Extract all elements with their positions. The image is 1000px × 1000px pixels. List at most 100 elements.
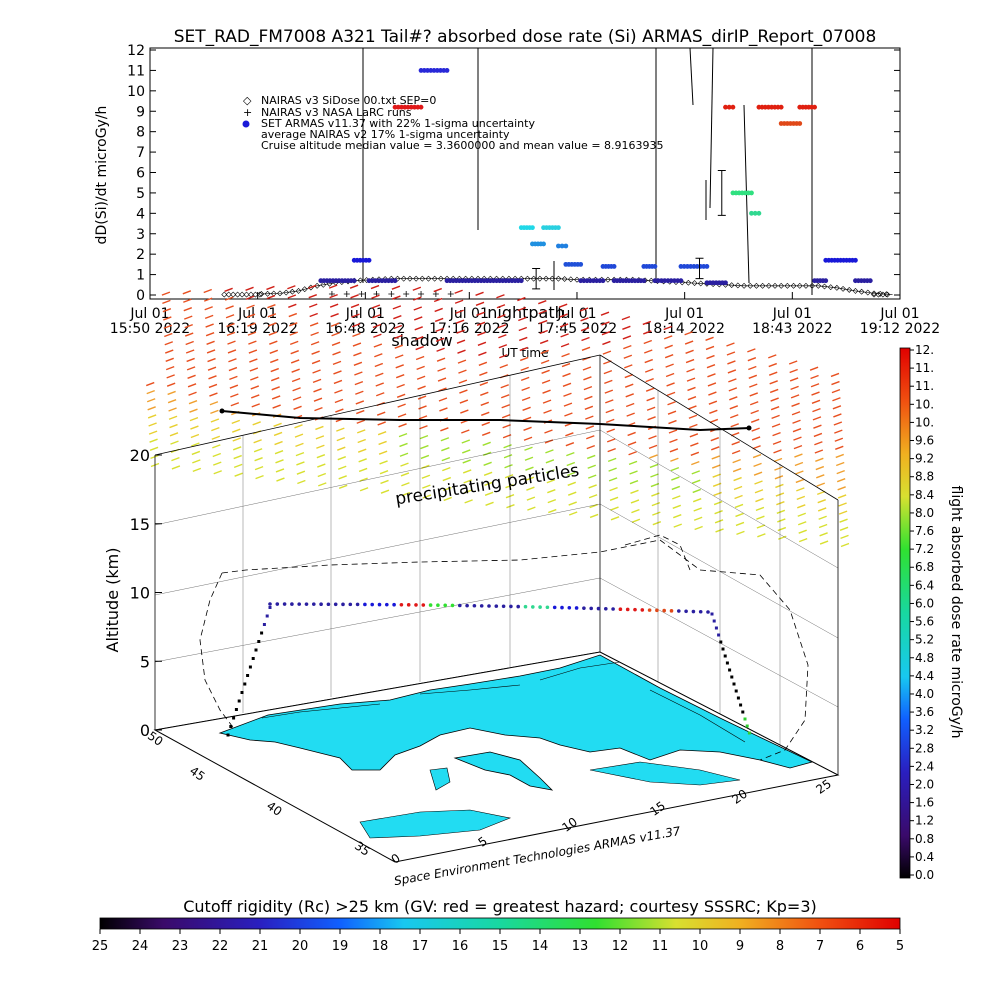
dose-field-mark [332, 360, 342, 366]
altitude-tick-label: 15 [130, 515, 150, 534]
dose-field-mark [708, 400, 718, 405]
dose-field-mark [270, 367, 279, 373]
dose-field-mark [693, 516, 703, 521]
dose-field-mark [375, 382, 385, 387]
dose-field-mark [649, 463, 659, 469]
nairas-point [543, 275, 549, 282]
legend-item-nairas-larc: NAIRAS v3 NASA LaRC runs [261, 106, 412, 119]
nairas-point [289, 288, 296, 295]
nairas-point [685, 279, 692, 286]
dose-field-mark [392, 295, 401, 300]
legend-item-cruise-altitude: Cruise altitude median value = 3.3600000… [261, 139, 664, 152]
dose-field-mark [608, 477, 618, 482]
nairas-point [846, 286, 853, 293]
dose-field-mark [399, 442, 408, 448]
dose-field-mark [190, 425, 199, 430]
dose-field-mark [163, 324, 173, 329]
dose-rate-colorbar-tick-label: 6.4 [915, 578, 934, 592]
dose-field-mark [835, 453, 845, 459]
nairas-point [357, 277, 364, 284]
nairas-point [221, 291, 228, 298]
dose-field-mark [567, 481, 576, 486]
dose-field-mark [441, 447, 450, 452]
dose-rate-colorbar-tick-label: 2.8 [915, 741, 934, 755]
dose-field-mark [788, 360, 798, 365]
dose-field-mark [485, 501, 494, 506]
top-y-axis-label: dD(Si)/dt microGy/h [94, 106, 110, 245]
dose-field-mark [586, 454, 596, 460]
dose-field-mark [436, 347, 445, 352]
dose-field-mark [522, 406, 531, 411]
dose-field-mark [506, 504, 515, 509]
dose-field-mark [776, 501, 785, 506]
dose-rate-colorbar-tick-label: 7.6 [915, 524, 934, 538]
dose-field-mark [667, 401, 676, 406]
x-tick-label: 18:43 2022 [752, 321, 832, 337]
dose-field-mark [296, 461, 305, 466]
dose-field-mark [185, 340, 194, 346]
dose-field-mark [774, 466, 783, 471]
track-point [237, 699, 241, 703]
dose-field-mark [795, 470, 804, 475]
dose-field-mark [566, 451, 575, 457]
track-point [385, 602, 389, 607]
dose-field-mark [164, 332, 173, 338]
precipitating-particles-field [145, 284, 850, 548]
x-tick-label: Jul 01 [345, 306, 385, 322]
dose-field-mark [670, 457, 679, 462]
dose-field-mark [417, 395, 427, 400]
dose-rate-colorbar-tick-label: 1.2 [915, 814, 934, 828]
dose-field-mark [771, 414, 780, 419]
dose-field-mark [776, 509, 786, 514]
dose-field-mark [708, 391, 717, 396]
nairas-point [840, 285, 846, 292]
dose-field-mark [354, 371, 363, 376]
track-point [479, 604, 484, 608]
dose-field-mark [293, 405, 302, 410]
dose-field-mark [688, 414, 698, 419]
track-point [240, 691, 244, 694]
nairas-point [809, 282, 816, 289]
dose-field-mark [329, 303, 339, 308]
dose-rate-colorbar-tick-label: 11. [915, 361, 934, 375]
dose-field-mark [791, 411, 801, 416]
legend-item-nairas-v2: average NAIRAS v2 17% 1-sigma uncertaint… [261, 128, 510, 141]
track-point [494, 604, 499, 608]
dose-field-mark [755, 497, 764, 503]
nairas-point [691, 280, 698, 287]
dose-field-mark [481, 411, 490, 416]
dose-field-mark [354, 380, 364, 386]
nairas-point [879, 291, 886, 298]
dose-field-mark [817, 507, 827, 512]
altitude-tick-label: 5 [140, 652, 150, 671]
dose-field-mark [809, 366, 819, 371]
dose-field-mark [792, 419, 801, 424]
dose-field-mark [601, 331, 611, 336]
cutoff-rigidity-colorbar-tick-label: 14 [532, 939, 549, 954]
dose-field-mark [669, 438, 678, 444]
dose-field-mark [496, 304, 506, 309]
dose-field-mark [672, 495, 681, 500]
dose-field-mark [337, 456, 346, 461]
dose-field-mark [330, 313, 339, 318]
dose-field-mark [694, 525, 703, 531]
italy-landmass [453, 751, 554, 791]
nairas-point [734, 282, 741, 289]
dose-field-mark [337, 446, 346, 451]
dose-field-mark [733, 485, 743, 491]
dose-rate-colorbar-tick-label: 5.6 [915, 615, 934, 629]
armas-point [600, 278, 606, 284]
y-tick-label: 6 [136, 166, 145, 182]
altitude-tick-label: 10 [130, 584, 150, 603]
nairas-point [406, 275, 413, 282]
dose-field-mark [414, 326, 423, 331]
dose-field-mark [464, 499, 473, 504]
dose-field-mark [149, 438, 158, 443]
dose-field-mark [605, 399, 614, 404]
dose-field-mark [756, 524, 766, 529]
dose-field-mark [705, 336, 714, 341]
track-point [725, 661, 729, 665]
dose-field-mark [442, 466, 451, 472]
dose-field-mark [292, 396, 302, 401]
dose-field-mark [454, 289, 463, 294]
